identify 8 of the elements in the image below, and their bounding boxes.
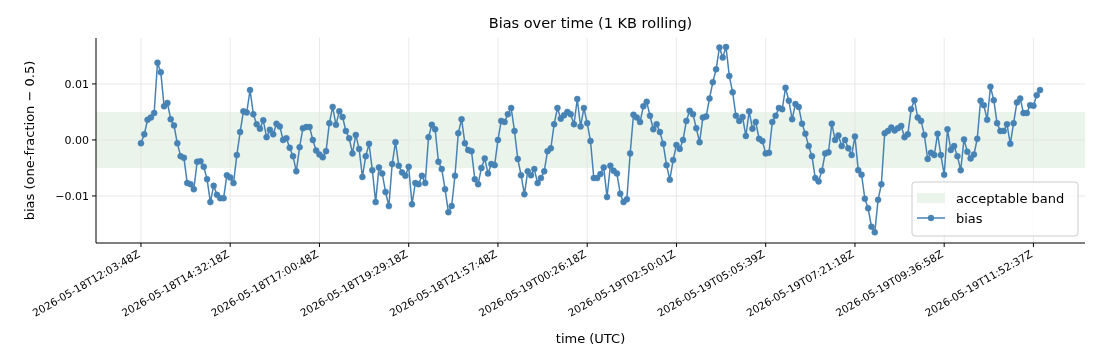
x-axis-title: time (UTC) — [555, 331, 626, 346]
y-tick-label: 0.00 — [64, 133, 89, 147]
y-tick-label: −0.01 — [55, 189, 89, 203]
y-axis-title: bias (one-fraction − 0.5) — [22, 60, 37, 221]
legend-label: bias — [956, 210, 983, 226]
y-tick-label: 0.01 — [64, 77, 89, 91]
chart-title: Bias over time (1 KB rolling) — [488, 15, 693, 31]
legend-label: acceptable band — [956, 190, 1065, 206]
